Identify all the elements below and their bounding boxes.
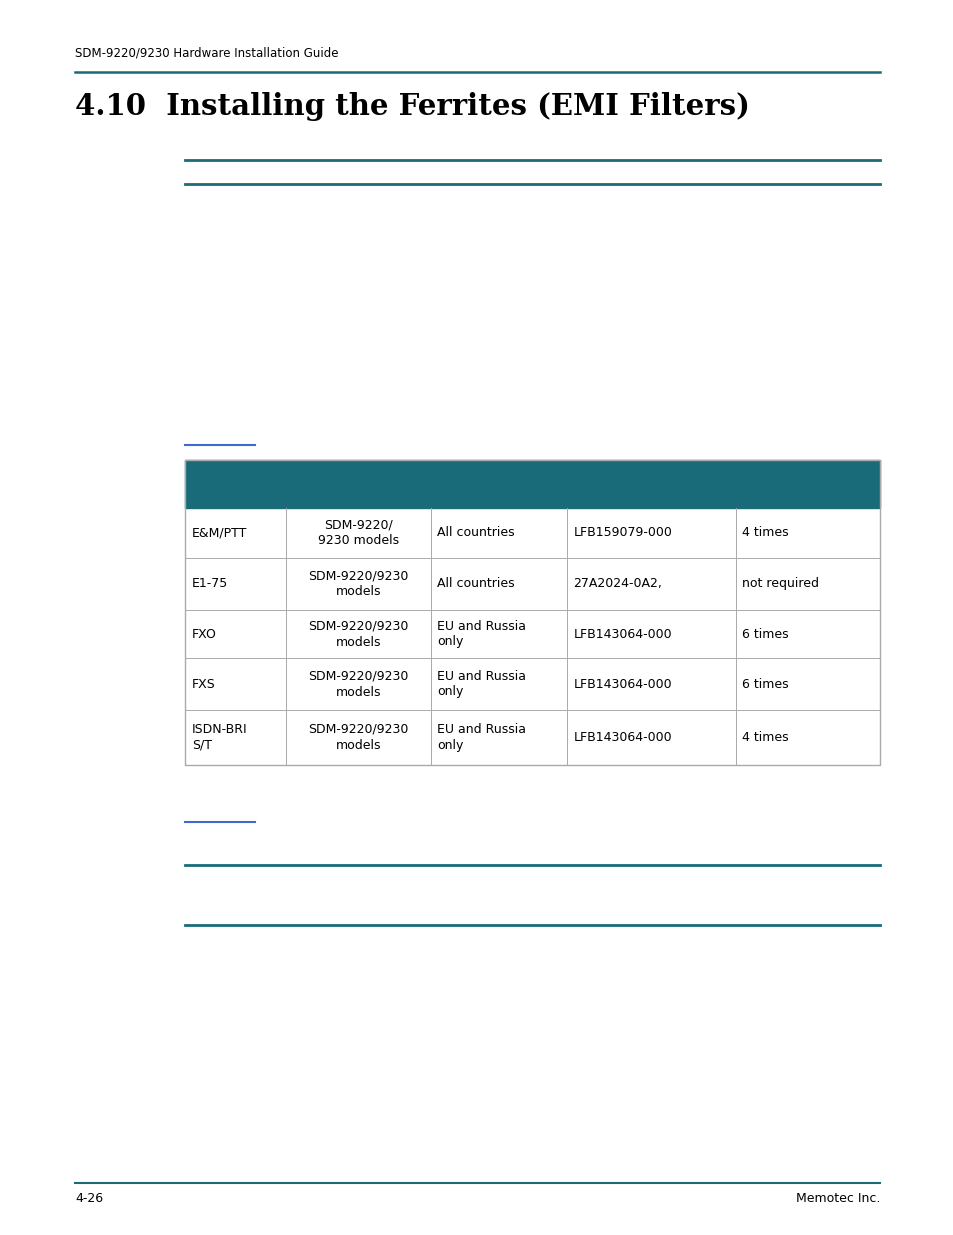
Text: FXO: FXO (192, 627, 216, 641)
Text: 6 times: 6 times (741, 678, 788, 690)
Text: LFB143064-000: LFB143064-000 (573, 731, 671, 743)
Text: SDM-9220/9230
models: SDM-9220/9230 models (308, 620, 408, 648)
Text: All countries: All countries (436, 578, 515, 590)
Text: Memotec Inc.: Memotec Inc. (795, 1192, 879, 1205)
Bar (185, 610, 879, 658)
Text: SDM-9220/9230
models: SDM-9220/9230 models (308, 669, 408, 699)
Text: EU and Russia
only: EU and Russia only (436, 620, 526, 648)
Text: ISDN-BRI
S/T: ISDN-BRI S/T (192, 722, 247, 752)
Text: EU and Russia
only: EU and Russia only (436, 722, 526, 752)
Text: LFB143064-000: LFB143064-000 (573, 678, 671, 690)
Bar (185, 558, 879, 610)
Text: E1-75: E1-75 (192, 578, 228, 590)
Text: SDM-9220/9230
models: SDM-9220/9230 models (308, 569, 408, 599)
Text: E&M/PTT: E&M/PTT (192, 526, 247, 540)
Bar (185, 658, 879, 710)
Bar (185, 459, 879, 764)
Text: FXS: FXS (192, 678, 215, 690)
Text: LFB143064-000: LFB143064-000 (573, 627, 671, 641)
Text: 27A2024-0A2,: 27A2024-0A2, (573, 578, 661, 590)
Text: 6 times: 6 times (741, 627, 788, 641)
Text: LFB159079-000: LFB159079-000 (573, 526, 672, 540)
Bar (185, 459, 879, 508)
Text: 4 times: 4 times (741, 731, 788, 743)
Bar (185, 508, 879, 558)
Text: not required: not required (741, 578, 819, 590)
Text: SDM-9220/
9230 models: SDM-9220/ 9230 models (317, 519, 398, 547)
Text: 4 times: 4 times (741, 526, 788, 540)
Text: EU and Russia
only: EU and Russia only (436, 669, 526, 699)
Text: SDM-9220/9230
models: SDM-9220/9230 models (308, 722, 408, 752)
Text: 4.10  Installing the Ferrites (EMI Filters): 4.10 Installing the Ferrites (EMI Filter… (75, 91, 749, 121)
Text: All countries: All countries (436, 526, 515, 540)
Text: SDM-9220/9230 Hardware Installation Guide: SDM-9220/9230 Hardware Installation Guid… (75, 46, 338, 59)
Bar (185, 710, 879, 764)
Text: 4-26: 4-26 (75, 1192, 103, 1205)
